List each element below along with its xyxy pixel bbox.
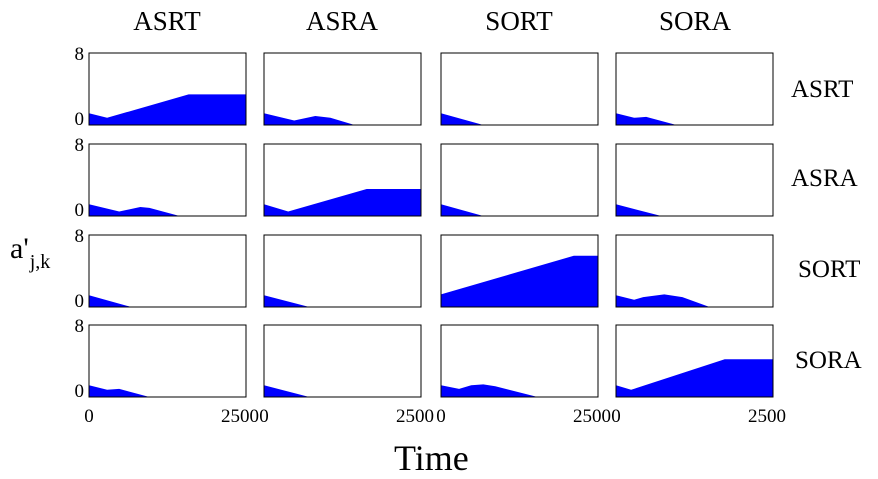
x-tick-label: 0 (436, 406, 446, 427)
y-tick-label: 8 (75, 44, 85, 65)
panel-r3-c4 (615, 234, 774, 308)
panel-frame (88, 143, 247, 217)
panel-r2-c1: 08 (75, 135, 247, 221)
y-tick-label: 8 (75, 316, 85, 337)
x-tick-label: 0 (611, 406, 621, 427)
area-series-r1-c2 (264, 113, 355, 125)
panel-r2-c4 (615, 143, 774, 217)
row-title-sort: SORT (798, 256, 861, 283)
x-tick-label: 2500 (221, 406, 259, 427)
panel-r1-c4 (615, 52, 774, 126)
x-tick-label: 0 (84, 406, 94, 427)
y-tick-label: 8 (75, 135, 85, 156)
column-title-sort: SORT (485, 6, 553, 36)
panel-r1-c1: 08 (75, 44, 247, 130)
x-tick-label: 2500 (396, 406, 434, 427)
row-title-sora: SORA (795, 347, 862, 374)
y-tick-label: 0 (75, 381, 85, 402)
panel-r3-c2 (263, 234, 422, 308)
x-tick-label: 2500 (748, 406, 786, 427)
panel-frame (440, 234, 599, 308)
area-series-r1-c3 (441, 113, 484, 125)
area-series-r3-c4 (616, 294, 710, 307)
panel-frame (615, 143, 774, 217)
panel-r3-c3 (440, 234, 599, 308)
panel-frame (440, 143, 599, 217)
column-title-asrt: ASRT (133, 6, 201, 36)
area-series-r1-c1 (89, 94, 246, 125)
row-title-asrt: ASRT (791, 76, 854, 103)
panel-r1-c3 (440, 52, 599, 126)
area-series-r2-c2 (264, 189, 421, 216)
area-series-r2-c4 (616, 204, 662, 216)
area-series-r2-c1 (89, 204, 180, 216)
panel-r3-c1: 08 (75, 226, 247, 312)
x-axis-label: Time (394, 438, 469, 478)
panel-frame (88, 234, 247, 308)
area-series-r1-c4 (616, 113, 677, 125)
panel-frame (615, 52, 774, 126)
x-tick-label: 0 (259, 406, 269, 427)
row-title-asra: ASRA (791, 165, 858, 192)
area-series-r2-c3 (441, 204, 484, 216)
column-title-asra: ASRA (305, 6, 379, 36)
panel-frame (263, 143, 422, 217)
panel-r1-c2 (263, 52, 422, 126)
panel-frame (263, 234, 422, 308)
panel-r4-c3: 0 2500 (436, 324, 611, 427)
panel-frame (440, 52, 599, 126)
area-series-r4-c3 (441, 384, 538, 397)
panel-frame (88, 324, 247, 398)
y-tick-label: 0 (75, 291, 85, 312)
area-series-r3-c2 (264, 295, 310, 307)
y-axis-label: a'j,k (10, 232, 50, 273)
panel-frame (263, 324, 422, 398)
panel-r2-c2 (263, 143, 422, 217)
panel-r4-c4: 0 2500 (611, 324, 786, 427)
panel-frame (263, 52, 422, 126)
panel-frame (440, 324, 599, 398)
area-series-r4-c4 (616, 359, 773, 397)
y-tick-label: 0 (75, 200, 85, 221)
x-tick-label: 2500 (573, 406, 611, 427)
panel-r4-c1: 0 8 0 2500 (75, 316, 259, 427)
column-title-sora: SORA (658, 6, 732, 36)
y-tick-label: 8 (75, 226, 85, 247)
y-axis-label-main: a' (10, 232, 29, 265)
panel-r2-c3 (440, 143, 599, 217)
area-series-r3-c1 (89, 295, 132, 307)
panel-frame (88, 52, 247, 126)
y-tick-label: 0 (75, 109, 85, 130)
panel-frame (615, 324, 774, 398)
area-series-r3-c3 (441, 255, 598, 307)
y-axis-label-subscript: j,k (29, 251, 51, 273)
area-series-r4-c1 (89, 385, 150, 397)
panel-r4-c2: 0 2500 (259, 324, 434, 427)
area-series-r4-c2 (264, 385, 310, 397)
panel-frame (615, 234, 774, 308)
